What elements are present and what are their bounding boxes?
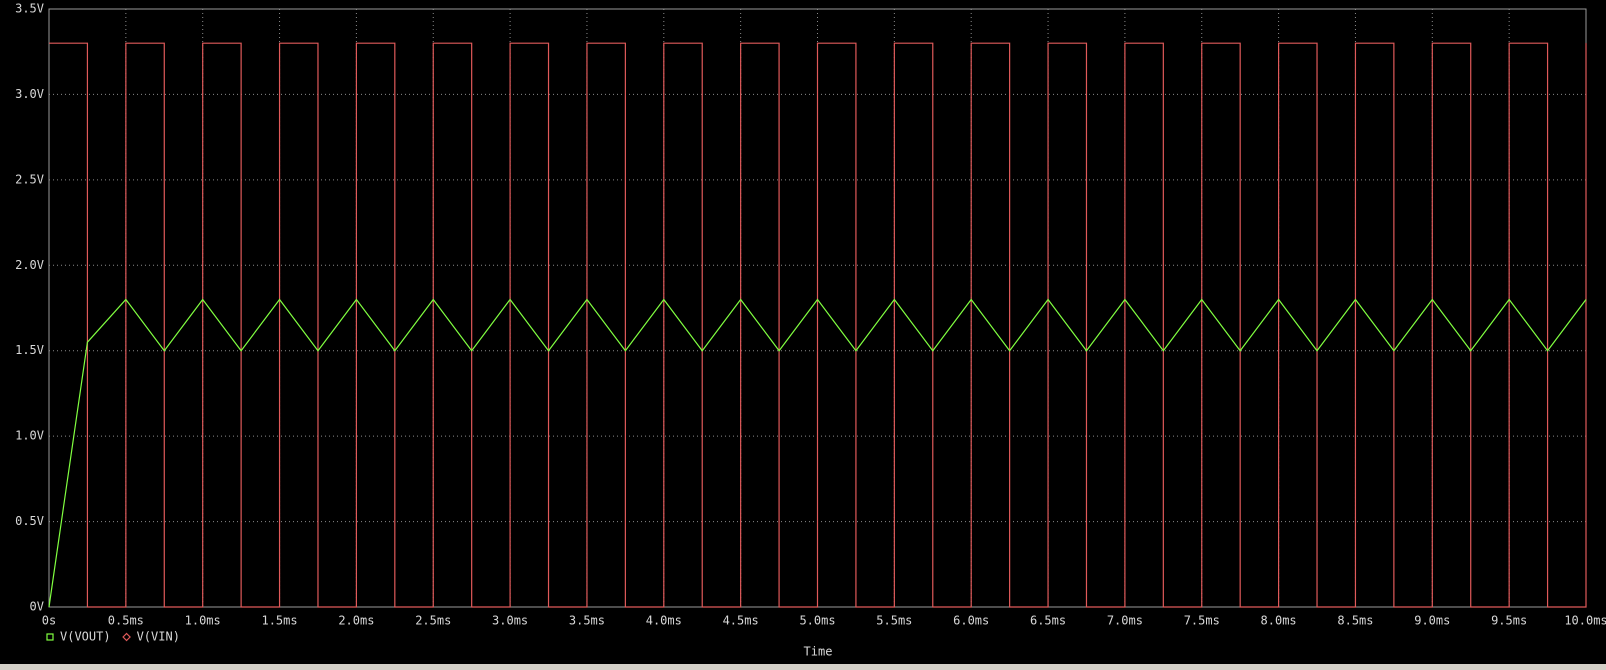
x-tick-label: 6.5ms <box>1030 614 1066 628</box>
x-tick-label: 1.5ms <box>261 614 297 628</box>
x-tick-label: 1.0ms <box>185 614 221 628</box>
x-tick-label: 10.0ms <box>1564 614 1606 628</box>
x-tick-label: 9.0ms <box>1414 614 1450 628</box>
x-tick-label: 0.5ms <box>108 614 144 628</box>
legend-label: V(VOUT) <box>60 630 111 644</box>
y-tick-label: 2.5V <box>15 172 44 186</box>
y-tick-label: 1.5V <box>15 343 44 357</box>
x-tick-label: 7.0ms <box>1107 614 1143 628</box>
x-tick-label: 3.5ms <box>569 614 605 628</box>
x-tick-label: 8.5ms <box>1337 614 1373 628</box>
x-tick-label: 5.0ms <box>799 614 835 628</box>
x-axis-label: Time <box>804 645 833 659</box>
x-tick-label: 2.5ms <box>415 614 451 628</box>
x-tick-label: 4.5ms <box>723 614 759 628</box>
x-tick-label: 6.0ms <box>953 614 989 628</box>
x-tick-label: 2.0ms <box>338 614 374 628</box>
y-tick-label: 0.5V <box>15 514 44 528</box>
x-tick-label: 7.5ms <box>1184 614 1220 628</box>
legend-label: V(VIN) <box>137 630 180 644</box>
x-tick-label: 3.0ms <box>492 614 528 628</box>
y-tick-label: 1.0V <box>15 429 44 443</box>
x-tick-label: 4.0ms <box>646 614 682 628</box>
status-strip <box>0 664 1606 670</box>
x-tick-label: 9.5ms <box>1491 614 1527 628</box>
series-line <box>48 298 1587 608</box>
x-tick-label: 5.5ms <box>876 614 912 628</box>
y-tick-label: 3.0V <box>15 87 44 101</box>
y-tick-label: 0V <box>30 600 44 614</box>
x-tick-label: 8.0ms <box>1261 614 1297 628</box>
series-line <box>49 42 1587 608</box>
y-tick-label: 3.5V <box>15 2 44 16</box>
y-tick-label: 2.0V <box>15 258 44 272</box>
legend-marker <box>46 633 54 641</box>
legend-marker <box>122 632 131 642</box>
x-tick-label: 0s <box>42 614 56 628</box>
